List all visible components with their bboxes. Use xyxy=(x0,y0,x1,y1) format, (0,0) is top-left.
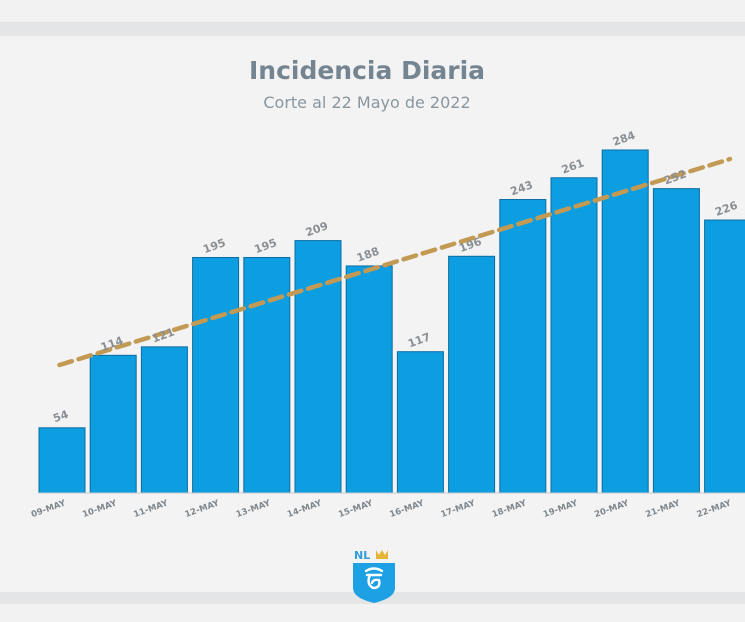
x-tick-label: 21-MAY xyxy=(644,498,682,520)
bars-layer xyxy=(38,149,745,494)
x-tick-label: 10-MAY xyxy=(81,498,119,520)
x-tick-label: 22-MAY xyxy=(696,498,734,520)
value-label: 196 xyxy=(457,235,483,255)
shield-icon xyxy=(353,563,395,603)
value-label: 209 xyxy=(304,219,330,239)
bar-20-may xyxy=(601,149,649,494)
bar-12-may xyxy=(192,256,240,494)
x-tick-labels-layer: 09-MAY 10-MAY 11-MAY 12-MAY 13-MAY 14-MAY 15-M… xyxy=(30,498,733,520)
bar-16-may xyxy=(396,351,444,494)
value-label: 284 xyxy=(611,129,637,149)
chart-title: Incidencia Diaria xyxy=(249,56,485,85)
value-label: 188 xyxy=(355,245,381,265)
value-label: 195 xyxy=(201,236,227,256)
x-tick-label: 09-MAY xyxy=(30,498,68,520)
value-label: 243 xyxy=(509,178,535,198)
x-tick-label: 19-MAY xyxy=(542,498,580,520)
value-label: 54 xyxy=(51,408,70,426)
crown-icon xyxy=(376,550,388,559)
value-label: 121 xyxy=(150,326,176,346)
x-tick-label: 13-MAY xyxy=(235,498,273,520)
shield-emblem-icon xyxy=(364,567,384,590)
x-tick-label: 11-MAY xyxy=(132,498,170,520)
x-tick-label: 20-MAY xyxy=(593,498,631,520)
x-tick-label: 12-MAY xyxy=(184,498,222,520)
value-label: 117 xyxy=(406,330,432,350)
top-strip xyxy=(0,0,745,22)
value-label: 114 xyxy=(99,334,125,354)
value-label: 261 xyxy=(560,156,586,176)
bar-13-may xyxy=(243,256,291,494)
bar-21-may xyxy=(652,188,700,494)
bottom-strip xyxy=(0,604,745,622)
bar-10-may xyxy=(89,354,137,494)
bar-18-may xyxy=(499,199,547,494)
value-label: 195 xyxy=(253,236,279,256)
bar-19-may xyxy=(550,177,598,494)
x-tick-label: 14-MAY xyxy=(286,498,324,520)
bar-15-may xyxy=(345,265,393,494)
bar-09-may xyxy=(38,427,86,494)
chart-subtitle: Corte al 22 Mayo de 2022 xyxy=(263,93,470,112)
x-tick-label: 17-MAY xyxy=(440,498,478,520)
bar-17-may xyxy=(448,255,496,494)
bar-22-may xyxy=(704,219,745,494)
x-tick-label: 15-MAY xyxy=(337,498,375,520)
trendline-layer xyxy=(57,156,733,368)
trendline xyxy=(57,156,733,368)
logo-text: NL xyxy=(354,549,370,562)
bar-11-may xyxy=(140,346,188,494)
x-tick-label: 18-MAY xyxy=(491,498,529,520)
x-tick-label: 16-MAY xyxy=(388,498,426,520)
value-label: 252 xyxy=(662,167,688,187)
nl-logo: NL xyxy=(351,548,397,604)
value-label: 226 xyxy=(713,199,739,219)
